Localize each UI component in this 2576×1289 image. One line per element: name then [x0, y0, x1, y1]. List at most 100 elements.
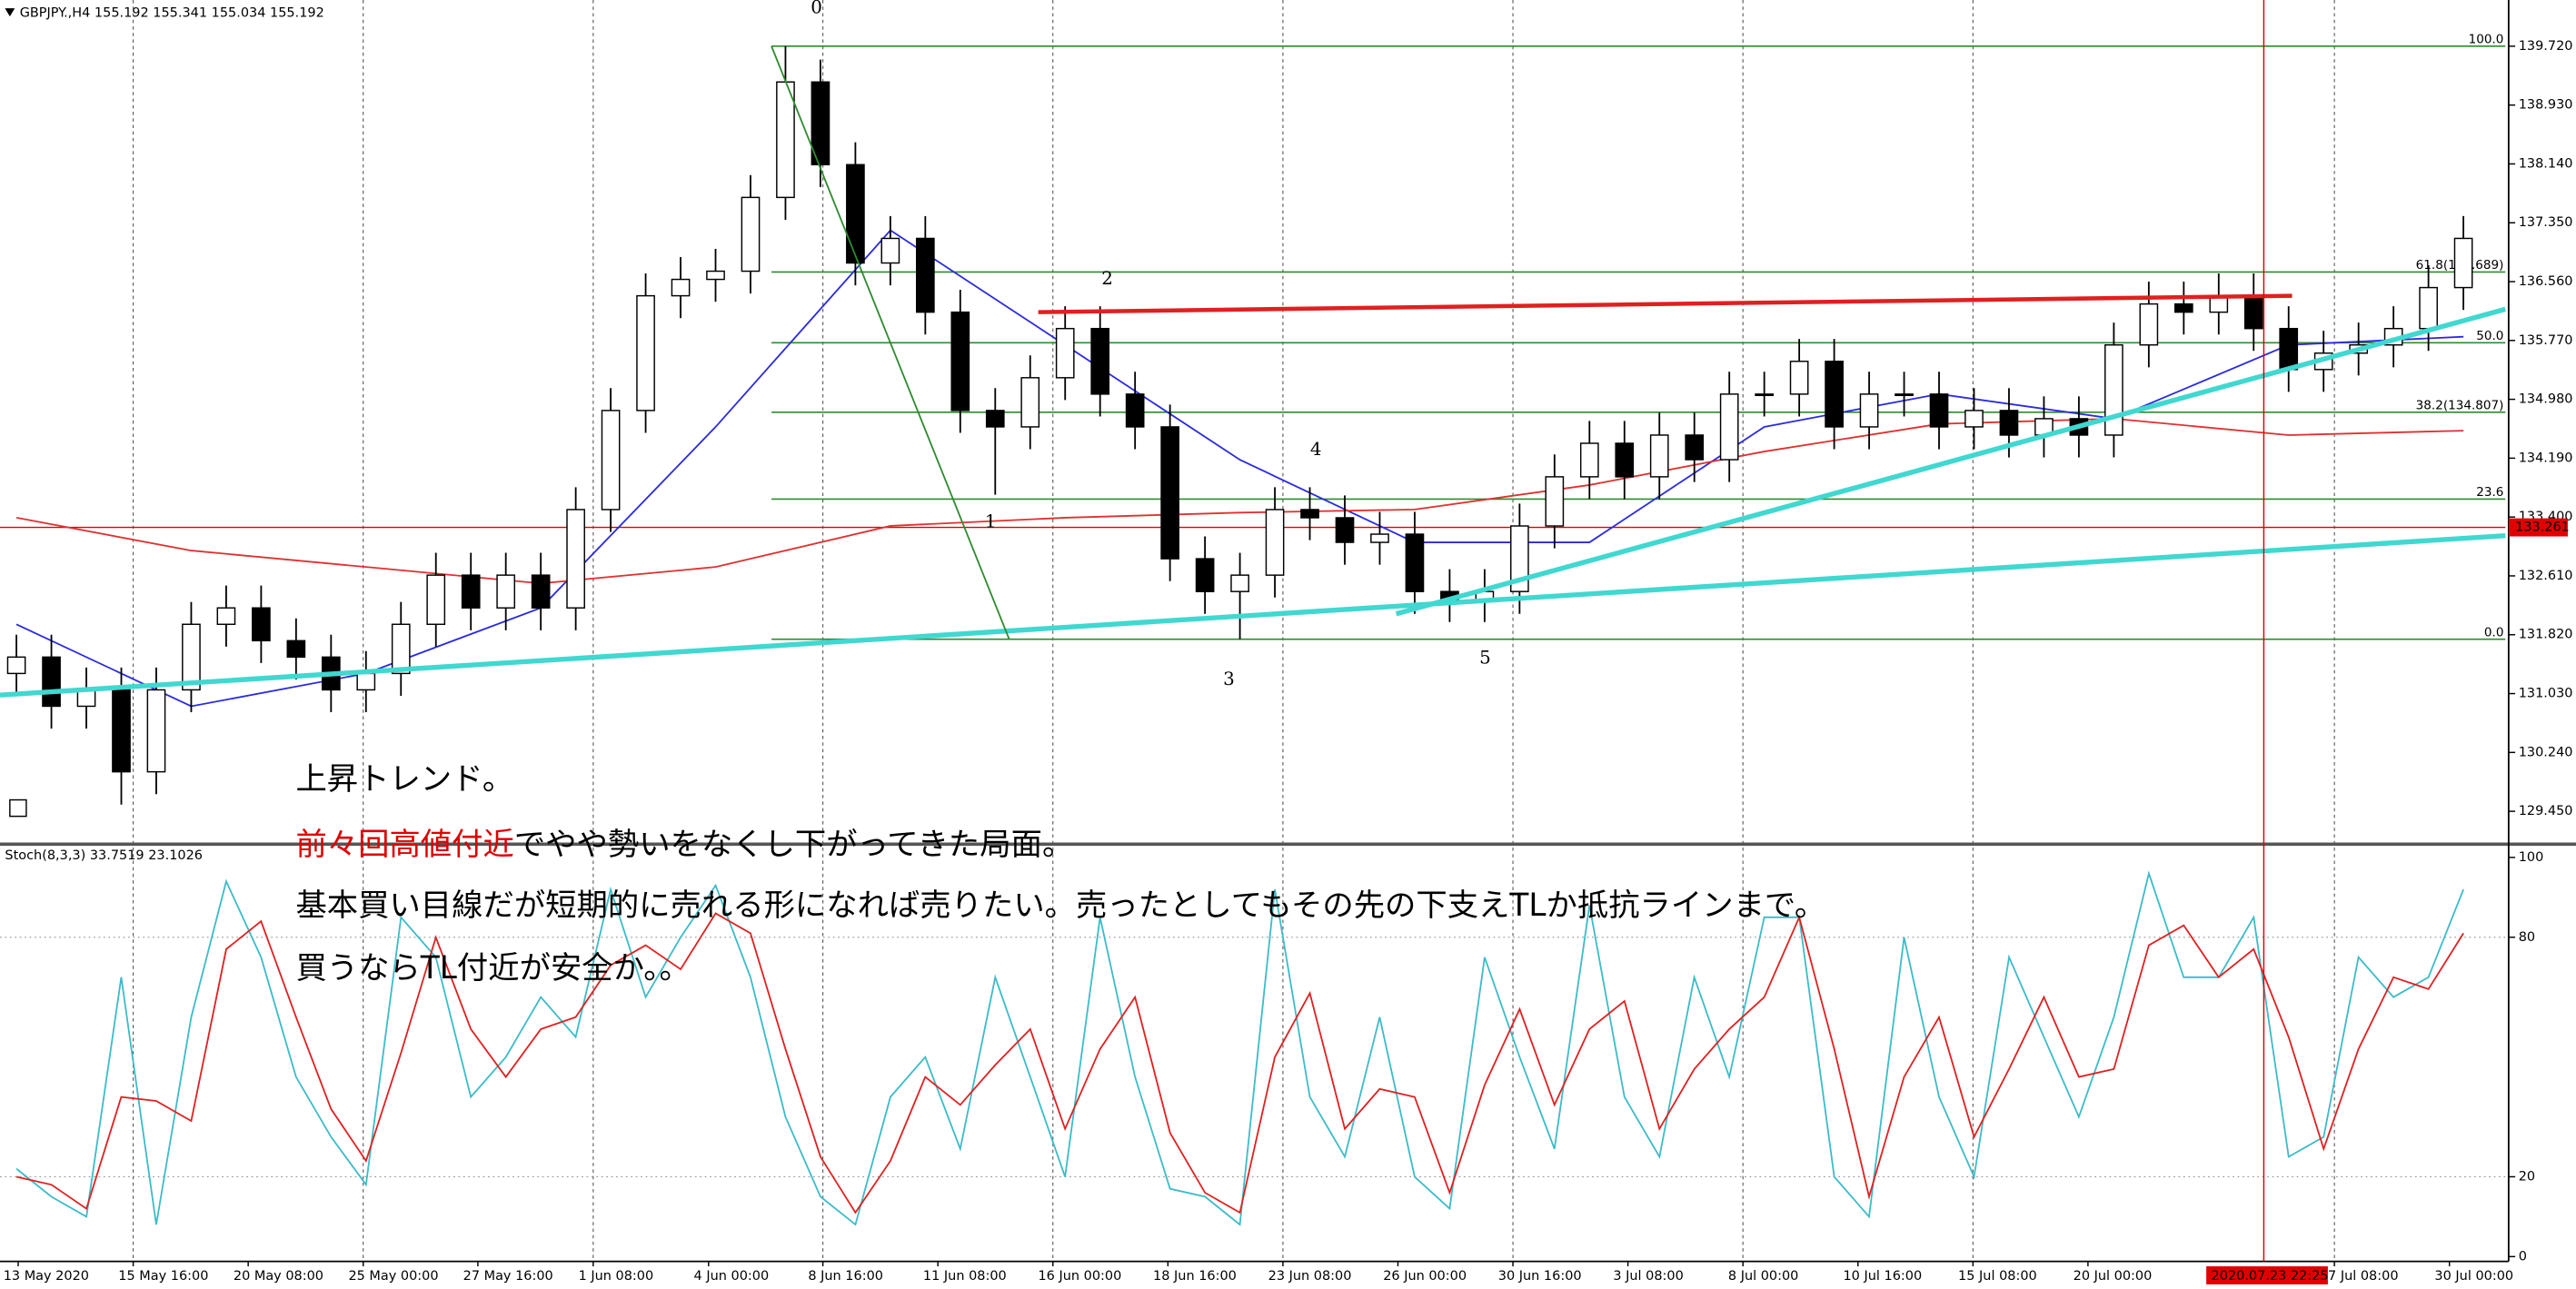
- candle-body: [1895, 393, 1914, 397]
- menu-triangle: [5, 8, 15, 17]
- candle-body: [1859, 393, 1879, 428]
- annotation-part: 基本買い目線だが短期的に売れる形になれば売りたい。売ったとしてもその先の下支えT…: [295, 887, 1825, 924]
- candle-body: [2279, 327, 2299, 371]
- candle-body: [1999, 410, 2019, 436]
- candle-body: [1020, 377, 1040, 428]
- y-tick-label: 138.930: [2519, 98, 2573, 113]
- y-tick-label: 0: [2519, 1249, 2527, 1264]
- stoch-line: [15, 870, 2464, 1226]
- candle-body: [1545, 476, 1565, 527]
- fib-label: 23.6: [2476, 485, 2503, 500]
- wave-label: 0: [811, 0, 822, 18]
- candle-body: [531, 574, 551, 609]
- price-label-box: [2508, 518, 2568, 537]
- candle-body: [356, 672, 376, 691]
- y-tick-label: 132.610: [2519, 569, 2573, 583]
- y-tick-label: 100: [2519, 850, 2544, 865]
- candle-body: [2419, 286, 2438, 330]
- annotation: 上昇トレンド。: [295, 760, 513, 797]
- candle-body: [42, 656, 61, 708]
- annotation-part: でやや勢いをなくし下がってきた局面。: [514, 827, 1073, 863]
- candle-body: [1579, 442, 1599, 478]
- candle-body: [1719, 393, 1739, 461]
- x-tick-label: 8 Jun 16:00: [808, 1269, 883, 1284]
- checkbox[interactable]: [9, 798, 27, 818]
- candle-body: [112, 689, 131, 773]
- x-tick-label: 20 Jul 00:00: [2074, 1269, 2153, 1284]
- candle-body: [706, 270, 725, 281]
- symbol-header: GBPJPY.,H4 155.192 155.341 155.034 155.1…: [20, 5, 324, 20]
- annotation: 買うならTL付近が安全か。。: [295, 949, 690, 986]
- candle-body: [391, 623, 411, 675]
- x-tick-label: 15 Jul 08:00: [1958, 1269, 2037, 1284]
- candle-body: [1230, 574, 1249, 592]
- candle-body: [496, 574, 516, 609]
- moving-average: [15, 417, 2464, 585]
- candle-body: [286, 640, 306, 659]
- candle-body: [880, 237, 900, 264]
- y-tick-label: 136.560: [2519, 274, 2573, 289]
- candle-body: [566, 509, 585, 609]
- x-tick-label: 13 May 2020: [4, 1269, 89, 1284]
- candle-body: [1370, 533, 1389, 543]
- candle-body: [1405, 533, 1425, 592]
- y-tick-label: 139.720: [2519, 39, 2573, 54]
- x-tick-label: 8 Jul 00:00: [1728, 1269, 1798, 1284]
- x-tick-label: 10 Jul 16:00: [1843, 1269, 1922, 1284]
- candle-body: [2173, 302, 2193, 313]
- candle-body: [1755, 393, 1774, 397]
- candle-body: [776, 81, 795, 199]
- candle-body: [1265, 509, 1285, 576]
- candle-body: [1090, 327, 1110, 395]
- wave-label: 2: [1101, 268, 1113, 289]
- y-tick-label: 80: [2519, 930, 2535, 945]
- x-tick-label: 26 Jun 00:00: [1383, 1269, 1467, 1284]
- fib-label: 0.0: [2484, 625, 2504, 640]
- y-tick-label: 129.450: [2519, 804, 2573, 818]
- candle-body: [252, 607, 271, 642]
- candle-body: [2139, 302, 2159, 346]
- annotation: 基本買い目線だが短期的に売れる形になれば売りたい。売ったとしてもその先の下支えT…: [295, 887, 1825, 924]
- y-tick-label: 134.190: [2519, 451, 2573, 465]
- stoch-title: Stoch(8,3,3) 33.7519 23.1026: [5, 848, 203, 863]
- candle-body: [916, 237, 935, 313]
- x-tick-label: 25 May 00:00: [348, 1269, 438, 1284]
- x-tick-label: 18 Jun 16:00: [1153, 1269, 1237, 1284]
- wave-label: 1: [985, 511, 997, 531]
- y-tick-label: 20: [2519, 1169, 2535, 1184]
- y-tick-label: 138.140: [2519, 156, 2573, 171]
- x-tick-label: 27 Jul 08:00: [2320, 1269, 2399, 1284]
- x-tick-label: 16 Jun 00:00: [1038, 1269, 1121, 1284]
- x-tick-label: 1 Jun 08:00: [579, 1269, 654, 1284]
- trendline: [771, 45, 1010, 640]
- cursor-label-box: [2206, 1266, 2328, 1284]
- candle-body: [1615, 442, 1635, 478]
- candle-body: [1195, 558, 1215, 592]
- candle-body: [1789, 361, 1809, 395]
- annotation-part: 上昇トレンド。: [295, 760, 513, 797]
- candle-body: [1055, 327, 1075, 379]
- candle-body: [2453, 237, 2473, 289]
- candle-body: [1125, 393, 1145, 428]
- candle-body: [671, 278, 691, 297]
- candle-body: [182, 623, 201, 691]
- candle-body: [1685, 434, 1705, 461]
- y-tick-label: 130.240: [2519, 745, 2573, 759]
- x-tick-label: 20 May 08:00: [234, 1269, 323, 1284]
- x-tick-label: 4 Jun 00:00: [694, 1269, 770, 1284]
- y-tick-label: 131.820: [2519, 628, 2573, 642]
- y-tick-label: 137.350: [2519, 215, 2573, 230]
- candle-body: [2243, 294, 2263, 330]
- fib-label: 38.2(134.807): [2416, 399, 2504, 413]
- x-tick-label: 11 Jun 08:00: [923, 1269, 1007, 1284]
- wave-label: 4: [1310, 439, 1322, 460]
- candle-body: [1335, 517, 1355, 543]
- x-tick-label: 3 Jul 08:00: [1613, 1269, 1683, 1284]
- candle-body: [846, 164, 865, 264]
- candle-body: [1300, 509, 1319, 519]
- candle-body: [985, 410, 1005, 428]
- trendline: [0, 532, 2506, 698]
- cursor-label: 2020.07.23 22:25: [2212, 1269, 2329, 1284]
- candle-body: [950, 311, 970, 411]
